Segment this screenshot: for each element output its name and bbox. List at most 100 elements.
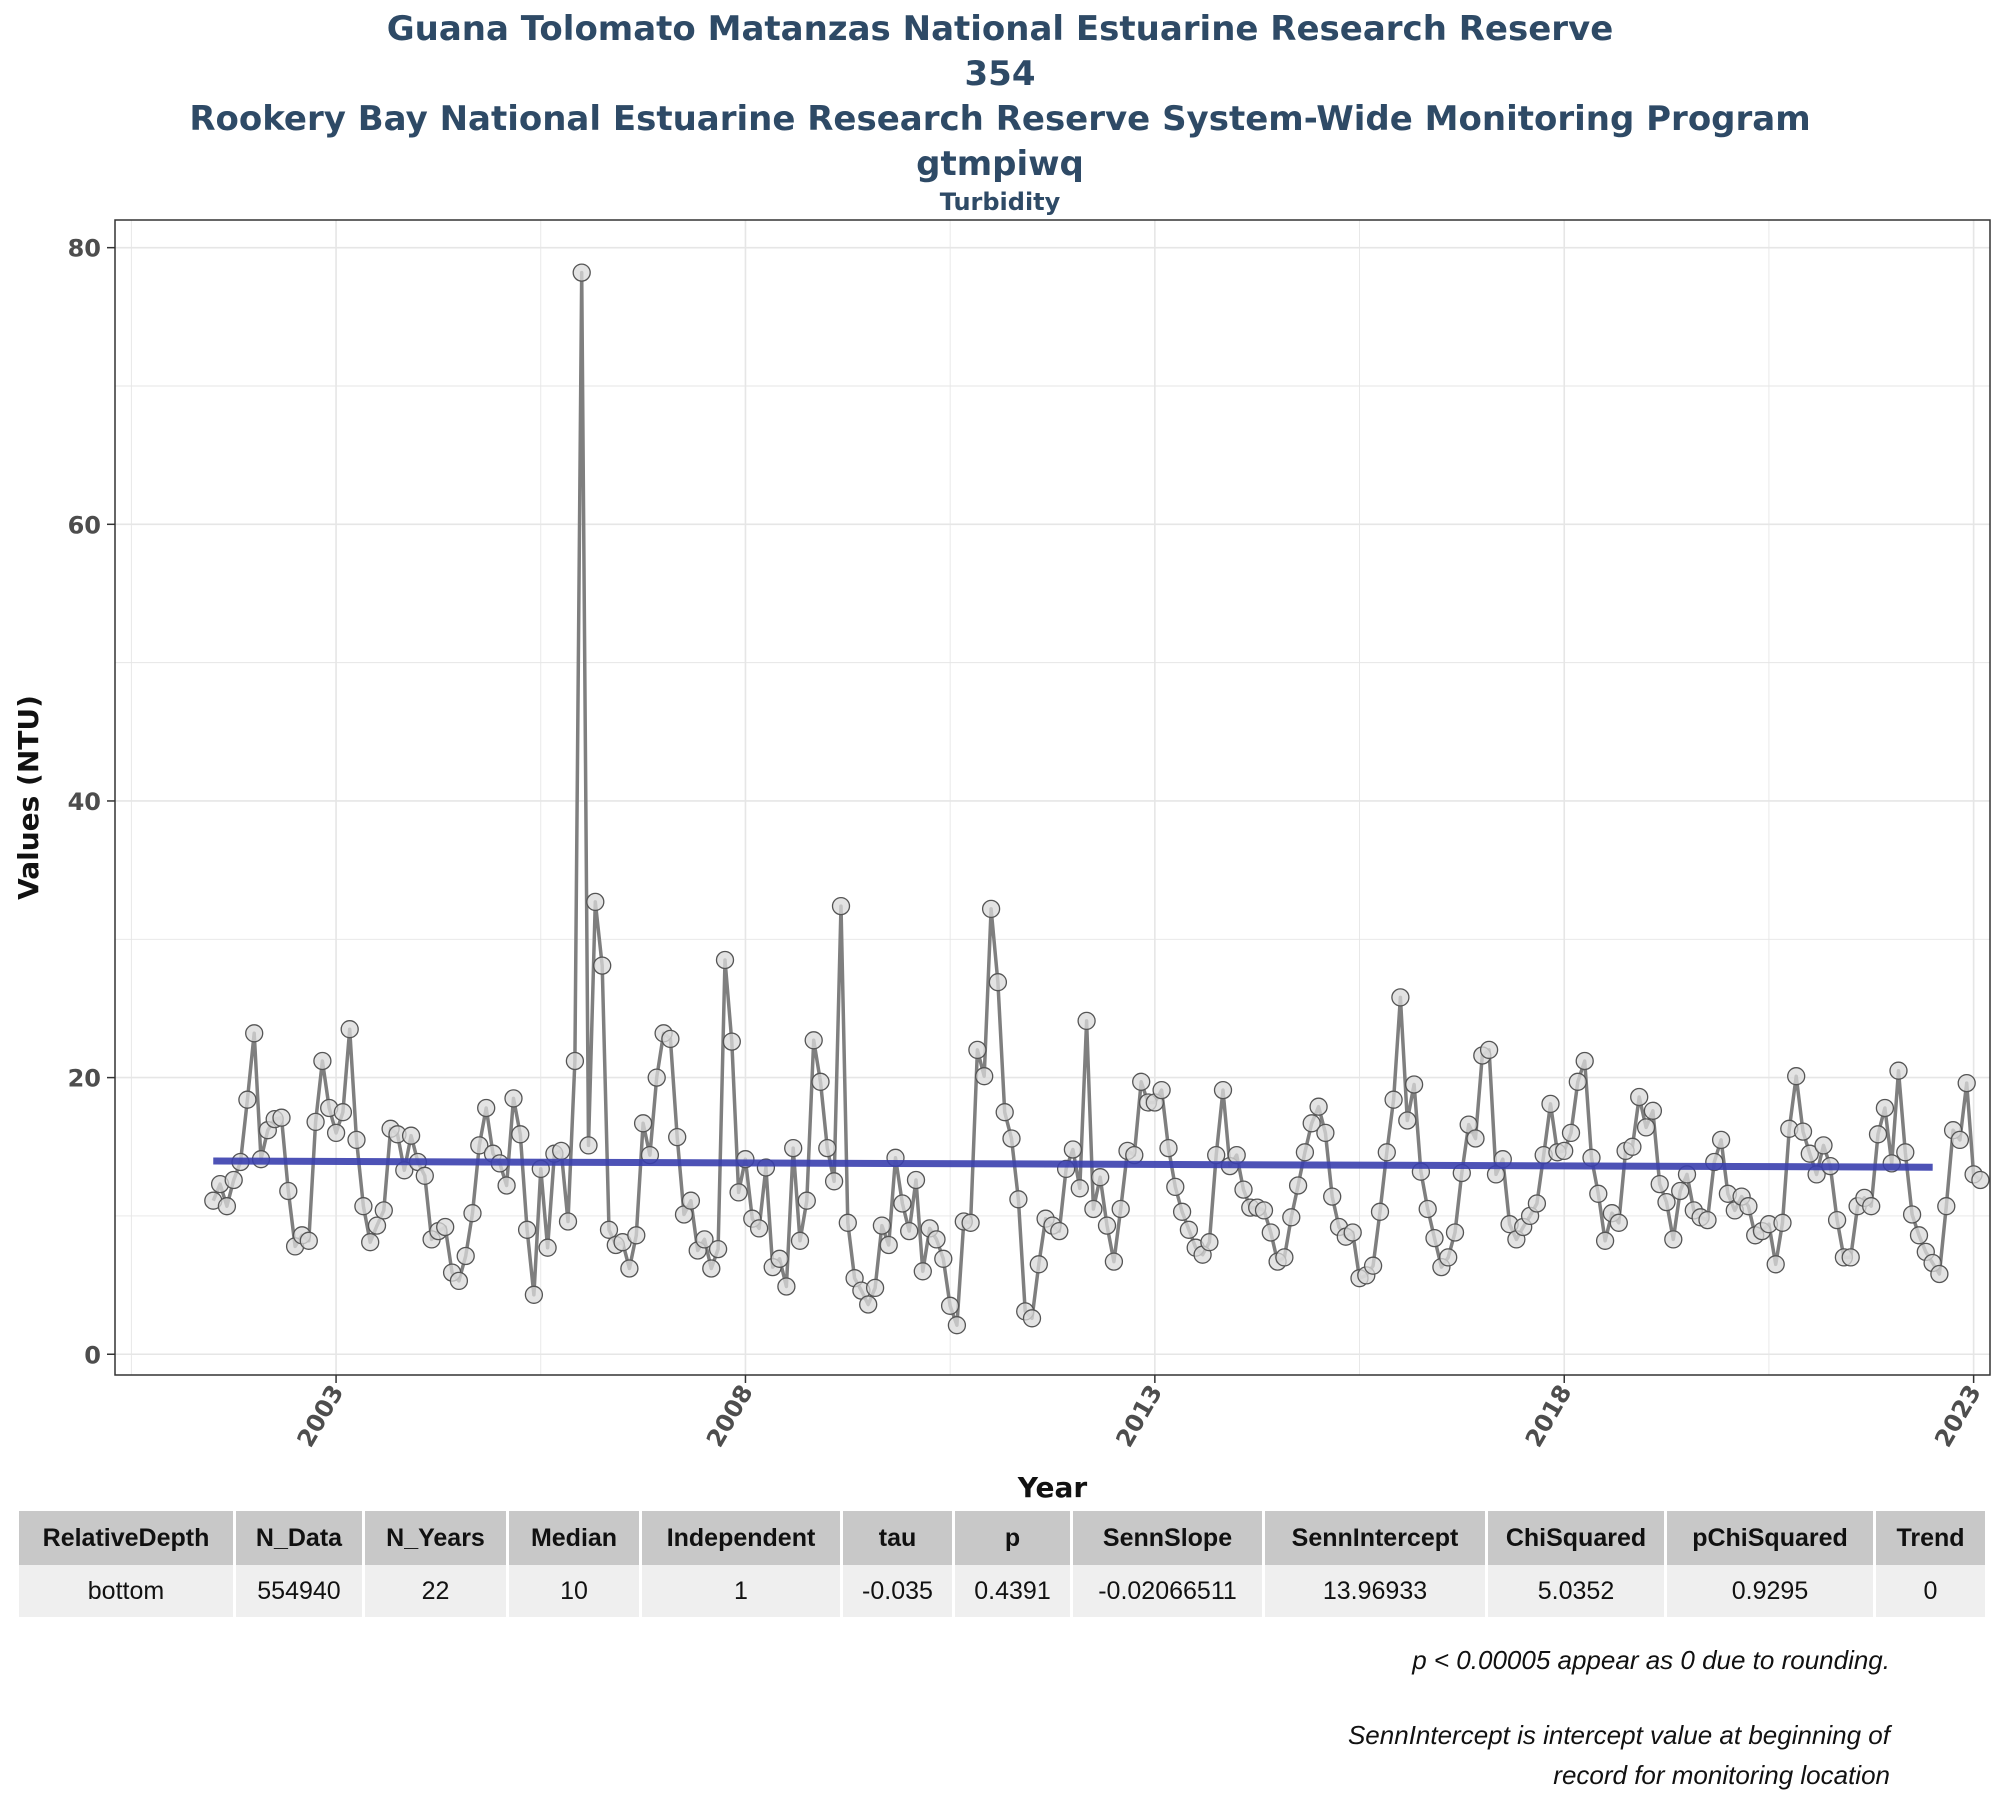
table-cell: 5.0352 — [1488, 1565, 1664, 1617]
title-reserve: Guana Tolomato Matanzas National Estuari… — [386, 9, 1614, 49]
data-point — [1275, 1248, 1294, 1267]
data-point — [1555, 1141, 1574, 1161]
data-point — [565, 1051, 585, 1071]
data-point — [927, 1230, 946, 1249]
x-tick-label: 2013 — [1110, 1380, 1168, 1452]
data-point — [354, 1197, 373, 1216]
data-point — [695, 1230, 714, 1249]
data-point — [1172, 1202, 1192, 1221]
data-point — [456, 1246, 475, 1266]
intercept-note-line1: SennIntercept is intercept value at begi… — [1347, 1720, 1890, 1750]
data-point — [1841, 1248, 1860, 1267]
data-point — [415, 1166, 434, 1185]
column-header: tau — [843, 1511, 952, 1565]
chart-titles: Guana Tolomato Matanzas National Estuari… — [0, 0, 2000, 217]
turbidity-chart: 0 20 40 60 80 2003 2008 2013 2018 2023 Year Value… — [12, 219, 1991, 1500]
table-cell: 22 — [365, 1565, 506, 1617]
column-header: p — [955, 1511, 1070, 1565]
data-point — [1254, 1201, 1274, 1220]
data-point — [831, 896, 851, 916]
column-header: Median — [509, 1511, 639, 1565]
data-point — [1234, 1180, 1253, 1199]
data-point — [1132, 1072, 1151, 1091]
data-point — [627, 1226, 646, 1245]
data-point — [1002, 1129, 1021, 1148]
column-header: N_Years — [365, 1511, 506, 1565]
data-point — [224, 1170, 243, 1190]
data-point — [715, 950, 735, 970]
data-point — [552, 1141, 571, 1161]
data-point — [777, 1277, 796, 1296]
data-point — [893, 1194, 912, 1213]
data-point — [538, 1238, 557, 1257]
gridlines — [115, 220, 1990, 1375]
data-point — [981, 899, 1001, 919]
data-point — [1950, 1130, 1970, 1150]
data-point — [524, 1285, 544, 1304]
data-point — [1077, 1011, 1096, 1031]
data-point — [1664, 1230, 1683, 1249]
data-point — [1657, 1192, 1676, 1212]
data-point — [770, 1249, 789, 1268]
data-point — [579, 1136, 598, 1155]
y-tick-label: 40 — [68, 788, 101, 816]
data-point — [497, 1176, 516, 1195]
data-point — [1309, 1097, 1328, 1116]
data-point — [1207, 1145, 1226, 1165]
data-point — [1595, 1231, 1615, 1250]
data-point — [1398, 1111, 1417, 1130]
title-program: Rookery Bay National Estuarine Research … — [189, 99, 1811, 139]
data-point — [504, 1089, 523, 1108]
data-point — [1630, 1087, 1649, 1107]
data-point — [633, 1114, 653, 1133]
data-point — [470, 1136, 489, 1155]
data-point — [1650, 1174, 1669, 1194]
data-point — [1698, 1210, 1717, 1230]
table-header-row: RelativeDepth N_Data N_Years Median Independ… — [19, 1511, 1985, 1565]
data-point — [1213, 1080, 1233, 1100]
data-point — [593, 956, 612, 975]
data-point — [1875, 1098, 1895, 1118]
data-point — [661, 1029, 680, 1049]
data-point — [333, 1103, 353, 1122]
data-point — [517, 1220, 537, 1239]
data-point — [279, 1181, 298, 1201]
data-point — [1288, 1176, 1308, 1195]
data-point — [1575, 1051, 1594, 1071]
y-axis-title: Values (NTU) — [12, 695, 45, 900]
data-point — [1418, 1199, 1437, 1219]
data-point — [906, 1170, 926, 1190]
table-row: bottom 554940 22 10 1 -0.035 0.4391 -0.02066511… — [19, 1565, 1985, 1617]
data-point — [1200, 1233, 1219, 1252]
data-point — [367, 1216, 387, 1235]
data-point — [1111, 1199, 1130, 1219]
data-point — [572, 263, 591, 282]
data-point — [1159, 1138, 1178, 1158]
data-point — [1814, 1136, 1833, 1155]
data-point — [913, 1262, 932, 1281]
data-point — [872, 1216, 892, 1235]
data-point — [245, 1024, 264, 1043]
y-tick-label: 20 — [68, 1065, 101, 1093]
data-point — [1084, 1199, 1103, 1219]
title-station-code: gtmpiwq — [916, 144, 1084, 184]
data-point — [1316, 1123, 1335, 1143]
column-header: Independent — [642, 1511, 840, 1565]
x-axis-title: Year — [1017, 1471, 1088, 1500]
data-point — [1323, 1187, 1342, 1206]
data-point — [1561, 1123, 1581, 1143]
data-point — [1787, 1067, 1806, 1086]
x-tick-label: 2018 — [1520, 1380, 1578, 1452]
table-cell: bottom — [19, 1565, 233, 1617]
data-point — [306, 1112, 325, 1132]
data-point — [995, 1103, 1014, 1122]
column-header: SennIntercept — [1265, 1511, 1485, 1565]
data-point — [299, 1231, 318, 1250]
data-point — [1097, 1216, 1117, 1235]
data-point — [586, 892, 605, 912]
data-point — [1766, 1255, 1785, 1274]
data-point — [1793, 1122, 1813, 1141]
data-point — [1930, 1264, 1949, 1284]
data-point — [1896, 1143, 1915, 1162]
data-point — [511, 1125, 530, 1144]
